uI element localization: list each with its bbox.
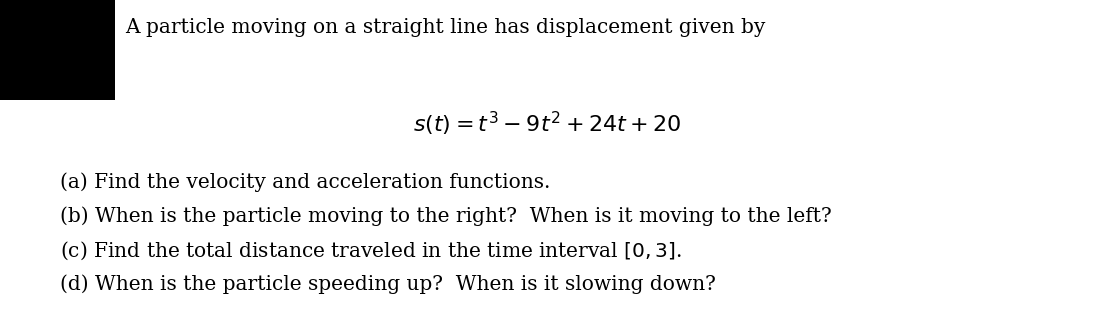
- Text: A particle moving on a straight line has displacement given by: A particle moving on a straight line has…: [125, 18, 766, 37]
- Text: (c) Find the total distance traveled in the time interval $[0, 3]$.: (c) Find the total distance traveled in …: [60, 240, 682, 263]
- Text: $s(t) = t^3 - 9t^2 + 24t + 20$: $s(t) = t^3 - 9t^2 + 24t + 20$: [412, 110, 682, 138]
- Text: (a) Find the velocity and acceleration functions.: (a) Find the velocity and acceleration f…: [60, 172, 550, 192]
- Text: (d) When is the particle speeding up?  When is it slowing down?: (d) When is the particle speeding up? Wh…: [60, 274, 715, 294]
- Text: (b) When is the particle moving to the right?  When is it moving to the left?: (b) When is the particle moving to the r…: [60, 206, 831, 226]
- Bar: [0, 0, 115, 100]
